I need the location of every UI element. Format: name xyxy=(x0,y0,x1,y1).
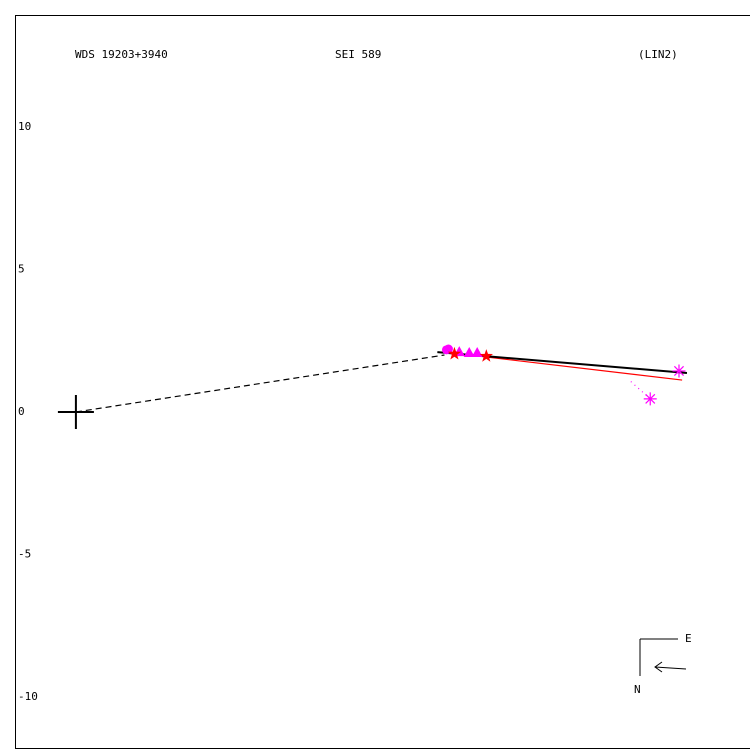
marker-part xyxy=(447,346,462,360)
fit-line xyxy=(469,354,683,381)
annotation: (LIN2) xyxy=(638,48,678,61)
marker-part xyxy=(643,392,657,406)
marker-part xyxy=(471,347,483,358)
compass xyxy=(639,638,687,676)
data-point xyxy=(643,392,657,406)
compass-east-label: E xyxy=(685,632,692,645)
data-point xyxy=(471,347,483,358)
data-point xyxy=(479,349,493,362)
marker-part xyxy=(57,394,94,429)
marker-part xyxy=(479,349,493,362)
y-tick-label: -10 xyxy=(18,690,38,703)
marker-part xyxy=(463,347,475,358)
data-point xyxy=(443,344,453,354)
y-tick-label: 0 xyxy=(18,405,25,418)
chart-title: WDS 19203+3940 xyxy=(75,48,168,61)
data-point xyxy=(57,394,94,429)
fit-line xyxy=(75,354,445,413)
y-tick-label: -5 xyxy=(18,547,31,560)
data-point xyxy=(447,346,462,360)
marker-part xyxy=(443,344,453,354)
direction-arrow xyxy=(654,666,687,670)
y-tick-label: 5 xyxy=(18,262,25,275)
chart-subtitle: SEI 589 xyxy=(335,48,381,61)
marker-part xyxy=(672,364,686,378)
data-point xyxy=(672,364,686,378)
direction-arrow-head xyxy=(654,661,663,673)
y-tick-label: 10 xyxy=(18,120,31,133)
data-point xyxy=(463,347,475,358)
plot-frame xyxy=(15,15,750,749)
compass-north-label: N xyxy=(634,683,641,696)
